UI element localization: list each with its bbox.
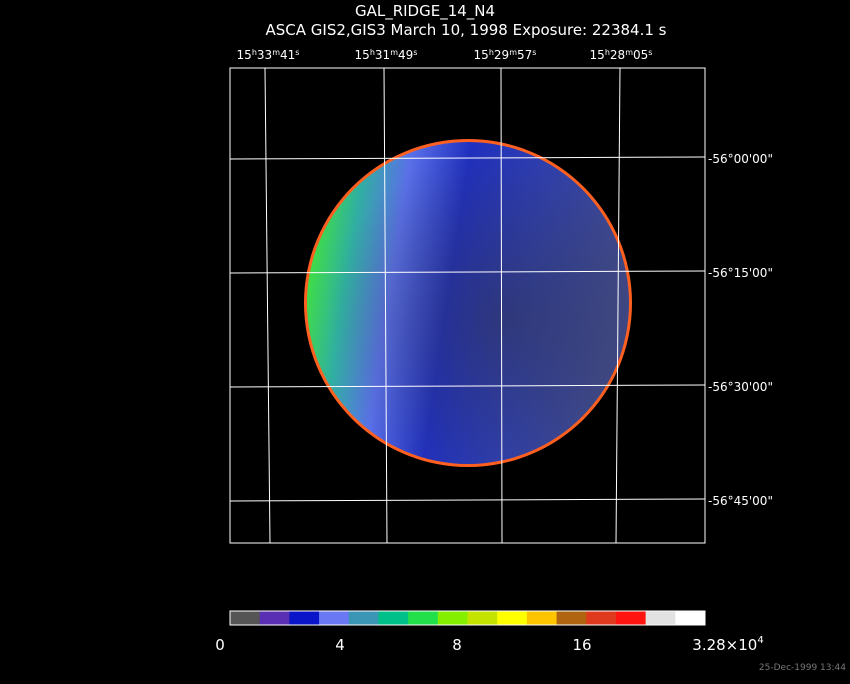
- ra-grid-line: [615, 67, 621, 544]
- ra-unit: m: [509, 48, 517, 57]
- ra-value: 15: [355, 48, 370, 62]
- ra-label: 15h31m49s: [355, 48, 418, 62]
- ra-grid-line: [264, 67, 271, 544]
- dec-label: -56°45'00": [708, 494, 773, 508]
- colorbar-max-exp: 4: [757, 635, 763, 646]
- ra-unit: m: [390, 48, 398, 57]
- ra-value: 57: [517, 48, 532, 62]
- dec-grid-line: [229, 270, 706, 274]
- dec-grid-line: [229, 384, 706, 388]
- colorbar-swatch: [467, 611, 498, 625]
- frame: [229, 67, 706, 544]
- colorbar-swatch: [586, 611, 617, 625]
- colorbar-label: 4: [335, 636, 345, 654]
- colorbar-swatch: [408, 611, 439, 625]
- subtitle: ASCA GIS2,GIS3 March 10, 1998 Exposure: …: [266, 21, 667, 39]
- colorbar-swatch: [675, 611, 706, 625]
- colorbar-swatch: [348, 611, 379, 625]
- ra-value: 15: [590, 48, 605, 62]
- colorbar-label: 0: [215, 636, 225, 654]
- ra-value: 41: [280, 48, 295, 62]
- ra-value: 33: [257, 48, 272, 62]
- colorbar-swatch: [526, 611, 558, 625]
- colorbar-label: 16: [572, 636, 591, 654]
- ra-value: 15: [474, 48, 489, 62]
- ra-value: 31: [375, 48, 390, 62]
- colorbar-swatch: [319, 611, 350, 625]
- colorbar-swatch: [259, 611, 290, 625]
- colorbar-swatch: [497, 611, 528, 625]
- colorbar-frame: [229, 610, 706, 626]
- ra-value: 29: [494, 48, 509, 62]
- ra-unit: m: [272, 48, 280, 57]
- colorbar-swatch: [645, 611, 676, 625]
- colorbar-swatch: [289, 611, 320, 625]
- dec-label: -56°00'00": [708, 152, 773, 166]
- ra-unit: s: [295, 48, 299, 57]
- ra-unit: h: [605, 48, 610, 57]
- colorbar: 0 4 8 16 3.28×104: [215, 610, 764, 654]
- dec-grid-line: [229, 498, 706, 502]
- ra-labels: 15h33m41s 15h31m49s 15h29m57s 15h28m05s: [237, 48, 653, 62]
- title: GAL_RIDGE_14_N4: [355, 2, 495, 21]
- ra-value: 49: [398, 48, 413, 62]
- ra-grid-line: [383, 67, 388, 544]
- colorbar-swatch: [230, 611, 261, 625]
- ra-value: 28: [610, 48, 625, 62]
- colorbar-swatch: [615, 611, 647, 625]
- dec-label: -56°15'00": [708, 266, 773, 280]
- dec-label: -56°30'00": [708, 380, 773, 394]
- colorbar-max-base: 3.28×10: [692, 636, 757, 654]
- ra-unit: h: [252, 48, 257, 57]
- ra-unit: h: [489, 48, 494, 57]
- ra-value: 15: [237, 48, 252, 62]
- ra-unit: m: [625, 48, 633, 57]
- sky-image: [304, 139, 632, 467]
- ra-label: 15h28m05s: [590, 48, 653, 62]
- colorbar-label: 8: [452, 636, 462, 654]
- colorbar-swatch: [378, 611, 409, 625]
- ra-label: 15h29m57s: [474, 48, 537, 62]
- ra-unit: h: [370, 48, 375, 57]
- colorbar-max-label: 3.28×104: [692, 635, 763, 654]
- ra-unit: s: [648, 48, 652, 57]
- ra-label: 15h33m41s: [237, 48, 300, 62]
- dec-grid-line: [229, 156, 706, 160]
- image-shade: [307, 142, 629, 464]
- ra-grid-line: [500, 67, 503, 544]
- dec-labels: -56°00'00" -56°15'00" -56°30'00" -56°45'00": [708, 152, 773, 508]
- colorbar-swatch: [556, 611, 587, 625]
- coord-grid: [229, 67, 706, 544]
- ra-unit: s: [413, 48, 417, 57]
- colorbar-swatch: [437, 611, 468, 625]
- ra-unit: s: [532, 48, 536, 57]
- ra-value: 05: [633, 48, 648, 62]
- timestamp: 25-Dec-1999 13:44: [759, 663, 846, 673]
